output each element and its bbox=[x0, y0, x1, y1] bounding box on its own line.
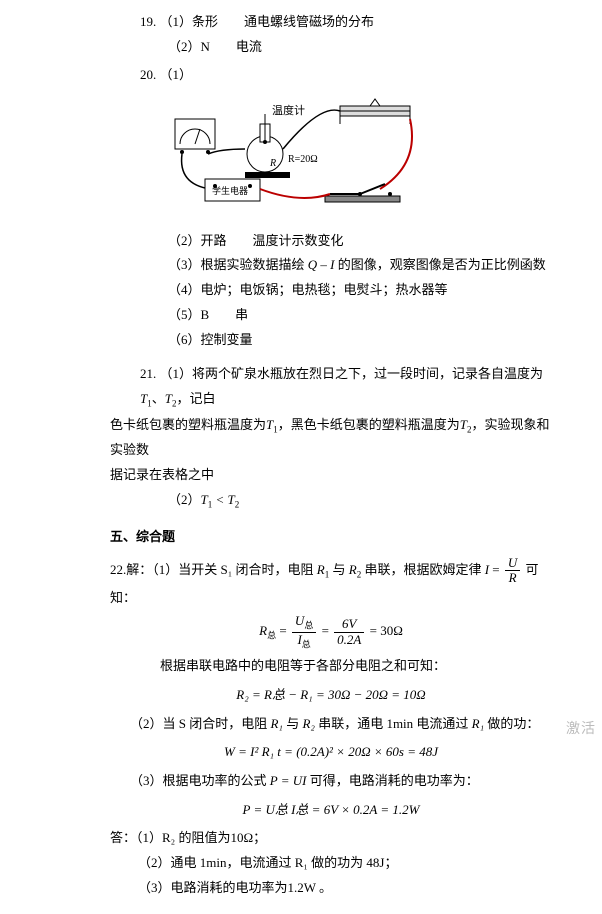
eq1-f1n: U bbox=[295, 613, 304, 628]
q22-part3: （3）根据电功率的公式 P = UI 可得，电路消耗的电功率为： bbox=[130, 769, 552, 794]
q19-num: 19. bbox=[140, 14, 156, 29]
q21: 21. （1）将两个矿泉水瓶放在烈日之下，过一段时间，记录各自温度为T1、T2，… bbox=[140, 362, 552, 513]
q22-ifn: U bbox=[505, 556, 520, 570]
ans-label: 答： bbox=[110, 830, 136, 845]
q20-part6: （6）控制变量 bbox=[168, 328, 552, 353]
q22-eq3: W = I² R₁ t = (0.2A)² × 20Ω × 60s = 48J bbox=[110, 740, 552, 765]
q21-l1a: （1）将两个矿泉水瓶放在烈日之下，过一段时间，记录各自温度为 bbox=[160, 366, 544, 381]
watermark: 激活 bbox=[566, 718, 596, 738]
p2r1b: R₁ bbox=[472, 716, 484, 731]
p2a: （2）当 S 闭合时，电阻 bbox=[130, 716, 270, 731]
p2r1: R₁ bbox=[270, 716, 282, 731]
q20-part1: （1） bbox=[160, 67, 193, 82]
ans3: （3）电路消耗的电功率为1.2W 。 bbox=[138, 876, 552, 901]
section-5-heading: 五、综合题 bbox=[110, 525, 552, 550]
q20-part3-b: 的图像，观察图像是否为正比例函数 bbox=[334, 257, 545, 272]
eq1-b: = bbox=[318, 623, 332, 638]
q20-part2: （2）开路 温度计示数变化 bbox=[168, 229, 552, 254]
q22-ir1: R bbox=[317, 562, 325, 577]
q21-line1: 21. （1）将两个矿泉水瓶放在烈日之下，过一段时间，记录各自温度为T1、T2，… bbox=[140, 362, 552, 412]
eq1-f1ds: 总 bbox=[302, 639, 311, 649]
p2c: 串联，通电 1min 电流通过 bbox=[315, 716, 472, 731]
q22-intro: 22.解：（1）当开关 S₁ 闭合时，电阻 R1 与 R2 串联，根据欧姆定律 … bbox=[110, 556, 552, 610]
q21-l1c: 、 bbox=[152, 391, 165, 406]
q21-line3: 据记录在表格之中 bbox=[110, 463, 552, 488]
diagram-box-label: 学生电器 bbox=[212, 185, 248, 196]
q22-eq4: P = U总 I总 = 6V × 0.2A = 1.2W bbox=[110, 798, 552, 823]
q21-p2a: （2） bbox=[168, 492, 201, 507]
eq1-f2n: 6V bbox=[334, 617, 364, 631]
p3b: 可得，电路消耗的电功率为： bbox=[306, 773, 478, 788]
q21-l1t2: T bbox=[165, 391, 172, 406]
q20-part5: （5）B 串 bbox=[168, 303, 552, 328]
q20-part3-a: （3）根据实验数据描绘 bbox=[168, 257, 308, 272]
q20-part3: （3）根据实验数据描绘 Q – I 的图像，观察图像是否为正比例函数 bbox=[168, 253, 552, 278]
eq1-zs: 总 bbox=[267, 631, 276, 641]
eq1-c: = 30Ω bbox=[366, 623, 403, 638]
eq1-a: = bbox=[276, 623, 290, 638]
eq2-text: R₂ = R总 − R₁ = 30Ω − 20Ω = 10Ω bbox=[236, 687, 425, 702]
q22-part2: （2）当 S 闭合时，电阻 R₁ 与 R₂ 串联，通电 1min 电流通过 R₁… bbox=[130, 712, 552, 737]
diagram-R-label: R bbox=[269, 158, 276, 169]
eq1-f1ns: 总 bbox=[304, 621, 313, 631]
q20-part4: （4）电炉；电饭锅；电热毯；电熨斗；热水器等 bbox=[168, 278, 552, 303]
q21-l2b: ，黑色卡纸包裹的塑料瓶温度为 bbox=[278, 417, 460, 432]
q19: 19. （1）条形 通电螺线管磁场的分布 （2）N 电流 bbox=[140, 10, 552, 59]
ans1: （1）R₂ 的阻值为10Ω； bbox=[136, 830, 266, 845]
q22-eq2: R₂ = R总 − R₁ = 30Ω − 20Ω = 10Ω bbox=[110, 683, 552, 708]
q21-part2: （2）T1 < T2 bbox=[168, 488, 552, 514]
q22-eq1: R总 = U总I总 = 6V0.2A = 30Ω bbox=[110, 614, 552, 650]
q20-num: 20. bbox=[140, 67, 156, 82]
q21-p2t1: T bbox=[201, 492, 208, 507]
p3a: （3）根据电功率的公式 bbox=[130, 773, 270, 788]
q20: 20. （1） 温度计 R R=20Ω bbox=[140, 63, 552, 352]
q22-ir2: R bbox=[349, 562, 357, 577]
p2d: 做的功： bbox=[484, 716, 539, 731]
q22-ieq: = bbox=[489, 562, 503, 577]
p2r2: R₂ bbox=[302, 716, 314, 731]
q21-l1b: ，记白 bbox=[176, 391, 215, 406]
q21-p2t2: T bbox=[228, 492, 235, 507]
q19-part1: （1）条形 通电螺线管磁场的分布 bbox=[160, 14, 375, 29]
q22-series-line: 根据串联电路中的电阻等于各部分电阻之和可知： bbox=[160, 654, 552, 679]
q21-line2: 色卡纸包裹的塑料瓶温度为T1，黑色卡纸包裹的塑料瓶温度为T2，实验现象和实验数 bbox=[110, 413, 552, 463]
eq4-text: P = U总 I总 = 6V × 0.2A = 1.2W bbox=[242, 802, 419, 817]
circuit-diagram: 温度计 R R=20Ω 学生电器 bbox=[170, 94, 552, 223]
diagram-thermometer-label: 温度计 bbox=[272, 103, 305, 117]
p3p: P = UI bbox=[270, 773, 307, 788]
diagram-Rval-label: R=20Ω bbox=[288, 154, 318, 165]
eq1-f2d: 0.2A bbox=[334, 632, 364, 647]
q22-ifd: R bbox=[505, 570, 520, 585]
q19-part2: （2）N 电流 bbox=[168, 35, 552, 60]
q22-answers: 答：（1）R₂ 的阻值为10Ω； （2）通电 1min，电流通过 R₁ 做的功为… bbox=[110, 826, 552, 900]
q22: 22.解：（1）当开关 S₁ 闭合时，电阻 R1 与 R2 串联，根据欧姆定律 … bbox=[110, 556, 552, 900]
p2b: 与 bbox=[283, 716, 303, 731]
q20-part3-qi: Q – I bbox=[308, 257, 335, 272]
q21-l2a: 色卡纸包裹的塑料瓶温度为 bbox=[110, 417, 266, 432]
q21-p2lt: < bbox=[212, 492, 227, 507]
q22-ib: 与 bbox=[329, 562, 349, 577]
q21-l2t2: T bbox=[460, 417, 467, 432]
q22-ic: 串联，根据欧姆定律 bbox=[361, 562, 485, 577]
q21-p2s2: 2 bbox=[235, 499, 240, 509]
q22-ia: 解：（1）当开关 S₁ 闭合时，电阻 bbox=[126, 562, 317, 577]
eq3-text: W = I² R₁ t = (0.2A)² × 20Ω × 60s = 48J bbox=[224, 744, 438, 759]
q21-num: 21. bbox=[140, 366, 156, 381]
ans2: （2）通电 1min，电流通过 R₁ 做的功为 48J； bbox=[138, 851, 552, 876]
q22-num: 22. bbox=[110, 562, 126, 577]
eq1-R: R bbox=[259, 623, 267, 638]
